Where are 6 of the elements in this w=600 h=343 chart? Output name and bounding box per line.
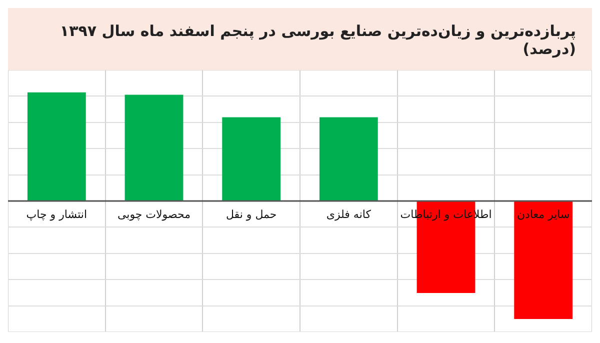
x-tick-label: کانه فلزی: [326, 208, 372, 221]
x-tick-label: محصولات چوبی: [117, 208, 191, 221]
x-tick-label: انتشار و چاپ: [26, 208, 88, 221]
x-tick-label: سایر معادن: [516, 208, 570, 221]
x-tick-label: حمل و نقل: [226, 208, 277, 221]
chart-title: پربازده‌ترین و زیان‌ده‌ترین صنایع بورسی در پنجم اسفند ماه سال ۱۳۹۷ (درصد): [58, 21, 577, 60]
